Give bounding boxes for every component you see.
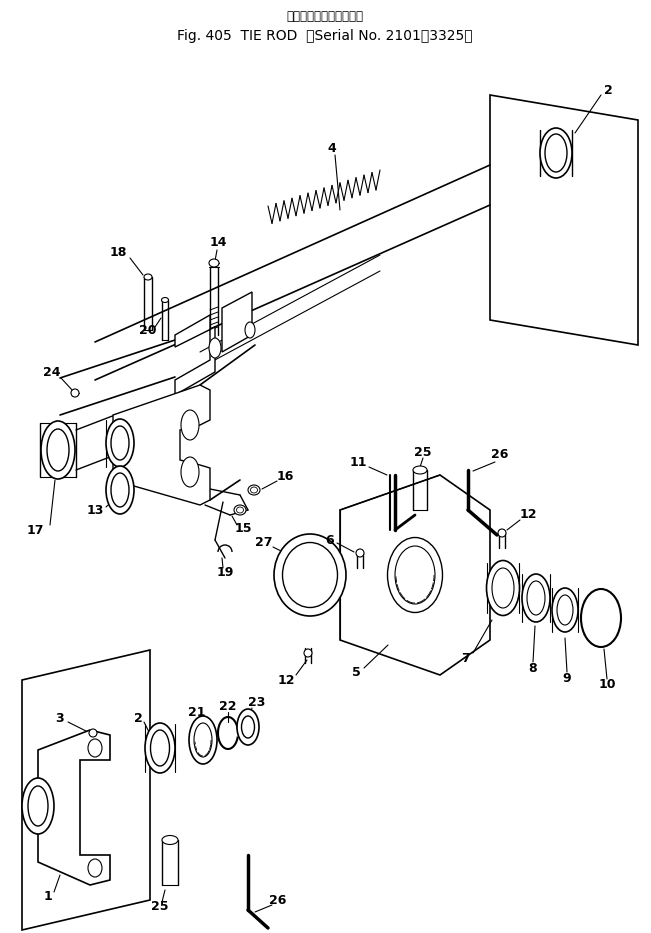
Circle shape (356, 549, 364, 557)
Text: 27: 27 (255, 536, 273, 550)
Text: 24: 24 (43, 367, 61, 380)
Ellipse shape (88, 739, 102, 757)
Text: 25: 25 (151, 900, 169, 913)
Text: 18: 18 (109, 245, 127, 258)
Ellipse shape (492, 568, 514, 608)
Text: 10: 10 (598, 678, 616, 691)
Polygon shape (22, 650, 150, 930)
Ellipse shape (47, 429, 69, 471)
Ellipse shape (28, 786, 48, 826)
Polygon shape (490, 95, 638, 345)
Text: 12: 12 (277, 674, 295, 687)
Ellipse shape (22, 778, 54, 834)
Ellipse shape (111, 473, 129, 507)
Ellipse shape (161, 298, 169, 302)
Text: 9: 9 (562, 672, 572, 685)
Ellipse shape (527, 581, 545, 615)
Circle shape (304, 649, 312, 657)
Text: Fig. 405  TIE ROD  （Serial No. 2101～3325）: Fig. 405 TIE ROD （Serial No. 2101～3325） (177, 29, 473, 43)
Ellipse shape (181, 457, 199, 487)
Ellipse shape (557, 595, 573, 625)
Ellipse shape (88, 859, 102, 877)
Ellipse shape (111, 426, 129, 460)
Ellipse shape (194, 723, 212, 757)
Ellipse shape (106, 419, 134, 467)
Text: 21: 21 (188, 705, 206, 718)
Ellipse shape (413, 466, 427, 474)
Ellipse shape (181, 410, 199, 440)
Ellipse shape (41, 421, 75, 479)
Ellipse shape (242, 716, 255, 738)
Ellipse shape (248, 485, 260, 495)
Ellipse shape (395, 546, 435, 604)
Ellipse shape (274, 534, 346, 616)
Ellipse shape (209, 259, 219, 267)
Ellipse shape (251, 487, 258, 493)
Ellipse shape (522, 574, 550, 622)
Text: 20: 20 (139, 324, 157, 337)
Ellipse shape (545, 134, 567, 172)
Text: 11: 11 (349, 455, 367, 468)
Ellipse shape (540, 128, 572, 178)
Ellipse shape (283, 542, 337, 607)
Text: 2: 2 (133, 712, 143, 725)
Ellipse shape (245, 322, 255, 338)
Text: 8: 8 (529, 661, 537, 675)
Text: 13: 13 (87, 504, 104, 517)
Ellipse shape (387, 537, 443, 612)
Text: 1: 1 (44, 889, 52, 902)
Text: 23: 23 (248, 697, 266, 709)
Text: 15: 15 (234, 522, 252, 535)
Ellipse shape (552, 588, 578, 632)
Circle shape (498, 529, 506, 537)
Circle shape (71, 389, 79, 397)
Text: 25: 25 (414, 445, 432, 458)
Ellipse shape (486, 561, 519, 616)
Text: 6: 6 (326, 534, 335, 547)
Text: 4: 4 (327, 142, 337, 155)
Text: 14: 14 (209, 236, 227, 249)
Text: 26: 26 (492, 449, 508, 462)
Text: 16: 16 (276, 470, 294, 483)
Text: タイロッド／（適用号機: タイロッド／（適用号機 (286, 10, 363, 23)
Ellipse shape (144, 274, 152, 280)
Ellipse shape (237, 709, 259, 745)
Text: 22: 22 (219, 701, 237, 714)
Ellipse shape (150, 730, 169, 766)
Text: 26: 26 (270, 894, 286, 907)
Ellipse shape (236, 507, 243, 513)
Text: 17: 17 (26, 523, 44, 536)
Text: 7: 7 (461, 651, 469, 664)
Ellipse shape (209, 338, 221, 358)
Polygon shape (340, 475, 490, 675)
Text: 19: 19 (216, 565, 234, 578)
Polygon shape (175, 315, 215, 395)
Text: 2: 2 (603, 83, 613, 96)
Text: 12: 12 (519, 508, 537, 522)
Ellipse shape (145, 723, 175, 773)
Polygon shape (38, 730, 110, 885)
Ellipse shape (234, 505, 246, 515)
Polygon shape (113, 385, 210, 505)
Ellipse shape (189, 716, 217, 764)
Polygon shape (222, 292, 252, 352)
Ellipse shape (106, 466, 134, 514)
Ellipse shape (162, 835, 178, 844)
Circle shape (89, 729, 97, 737)
Text: 3: 3 (56, 712, 64, 725)
Text: 5: 5 (352, 665, 361, 678)
Ellipse shape (581, 589, 621, 647)
